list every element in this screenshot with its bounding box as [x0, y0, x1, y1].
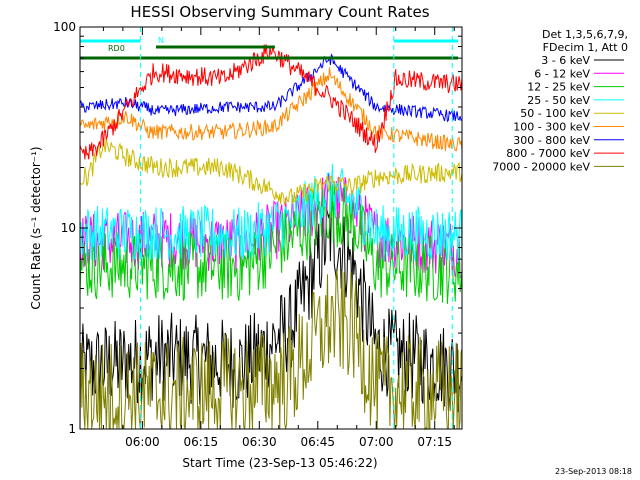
- legend-entry-3: 25 - 50 keV: [527, 94, 590, 107]
- series-line-3: [79, 163, 463, 262]
- legend-header-2: FDecim 1, Att 0: [543, 41, 628, 54]
- legend-header-1: Det 1,3,5,6,7,9,: [542, 28, 628, 41]
- flag-label-rd0: RD0: [108, 44, 125, 53]
- legend-entry-0: 3 - 6 keV: [541, 54, 590, 67]
- legend-entry-8: 7000 - 20000 keV: [492, 160, 590, 173]
- legend-entry-7: 800 - 7000 keV: [506, 147, 590, 160]
- x-tick-label-5: 07:15: [417, 435, 452, 449]
- legend-entry-1: 6 - 12 keV: [534, 67, 590, 80]
- chart-title: HESSI Observing Summary Count Rates: [130, 3, 429, 21]
- y-tick-label-0: 1: [68, 422, 76, 436]
- legend-entry-5: 100 - 300 keV: [513, 121, 590, 134]
- axis-layer: 06:00 06:15 06:30 06:45 07:00 07:15 1 10 100: [53, 20, 462, 449]
- series-line-6: [79, 53, 463, 123]
- series-line-8: [79, 269, 463, 431]
- flag-layer: RD0 N: [80, 27, 459, 429]
- x-tick-label-2: 06:30: [242, 435, 277, 449]
- x-tick-label-3: 06:45: [300, 435, 335, 449]
- footer-timestamp: 23-Sep-2013 08:18: [555, 467, 632, 476]
- series-line-4: [79, 136, 463, 206]
- legend-entry-2: 12 - 25 keV: [527, 81, 590, 94]
- x-tick-label-1: 06:15: [184, 435, 219, 449]
- legend-entry-6: 300 - 800 keV: [513, 134, 590, 147]
- y-axis-label: Count Rate (s⁻¹ detector⁻¹): [29, 146, 43, 309]
- legend-entry-4: 50 - 100 keV: [520, 107, 590, 120]
- y-tick-label-1: 10: [61, 221, 76, 235]
- x-axis-label: Start Time (23-Sep-13 05:46:22): [182, 456, 377, 470]
- series-layer: [79, 44, 463, 431]
- flag-label-n: N: [158, 36, 164, 45]
- x-tick-label-4: 07:00: [359, 435, 394, 449]
- series-line-7: [79, 44, 463, 160]
- x-tick-label-0: 06:00: [125, 435, 160, 449]
- series-line-2: [79, 180, 463, 305]
- series-line-5: [79, 67, 463, 152]
- y-tick-label-2: 100: [53, 20, 76, 34]
